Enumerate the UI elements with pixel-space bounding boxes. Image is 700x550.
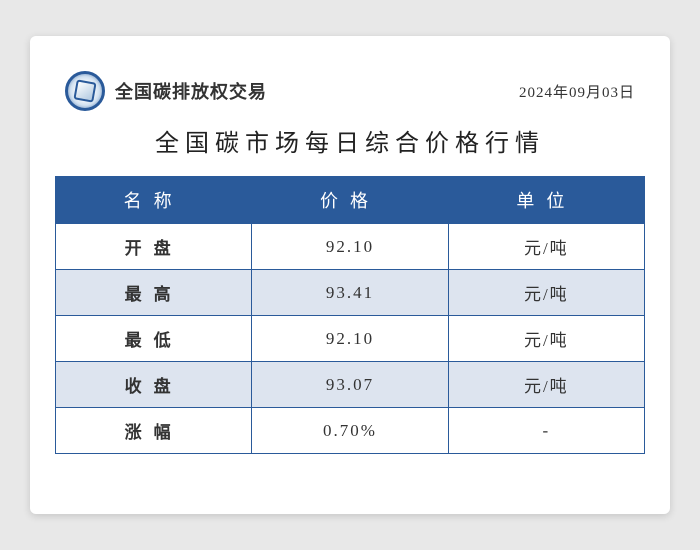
cell-name: 最高 [56, 270, 252, 316]
cell-unit: 元/吨 [448, 316, 644, 362]
cell-price: 93.07 [252, 362, 448, 408]
cell-unit: 元/吨 [448, 362, 644, 408]
cell-name: 开盘 [56, 224, 252, 270]
cell-name: 最低 [56, 316, 252, 362]
brand: 全国碳排放权交易 [65, 71, 267, 111]
price-table: 名称 价格 单位 开盘 92.10 元/吨 最高 93.41 元/吨 最低 92… [55, 176, 645, 454]
report-date: 2024年09月03日 [519, 81, 635, 102]
page-title: 全国碳市场每日综合价格行情 [55, 123, 645, 158]
cell-price: 92.10 [252, 316, 448, 362]
table-header-row: 名称 价格 单位 [56, 177, 645, 224]
col-header-price: 价格 [252, 177, 448, 224]
cell-name: 涨幅 [56, 408, 252, 454]
cell-name: 收盘 [56, 362, 252, 408]
cell-price: 0.70% [252, 408, 448, 454]
table-row: 收盘 93.07 元/吨 [56, 362, 645, 408]
cell-unit: 元/吨 [448, 224, 644, 270]
header-row: 全国碳排放权交易 2024年09月03日 [55, 71, 645, 111]
table-row: 最高 93.41 元/吨 [56, 270, 645, 316]
brand-text: 全国碳排放权交易 [115, 78, 267, 104]
col-header-name: 名称 [56, 177, 252, 224]
logo-icon [65, 71, 105, 111]
table-row: 涨幅 0.70% - [56, 408, 645, 454]
cell-price: 92.10 [252, 224, 448, 270]
cell-price: 93.41 [252, 270, 448, 316]
col-header-unit: 单位 [448, 177, 644, 224]
cell-unit: 元/吨 [448, 270, 644, 316]
logo-inner-icon [73, 79, 96, 102]
cell-unit: - [448, 408, 644, 454]
report-card: 全国碳排放权交易 2024年09月03日 全国碳市场每日综合价格行情 名称 价格… [30, 36, 670, 514]
table-row: 开盘 92.10 元/吨 [56, 224, 645, 270]
table-row: 最低 92.10 元/吨 [56, 316, 645, 362]
